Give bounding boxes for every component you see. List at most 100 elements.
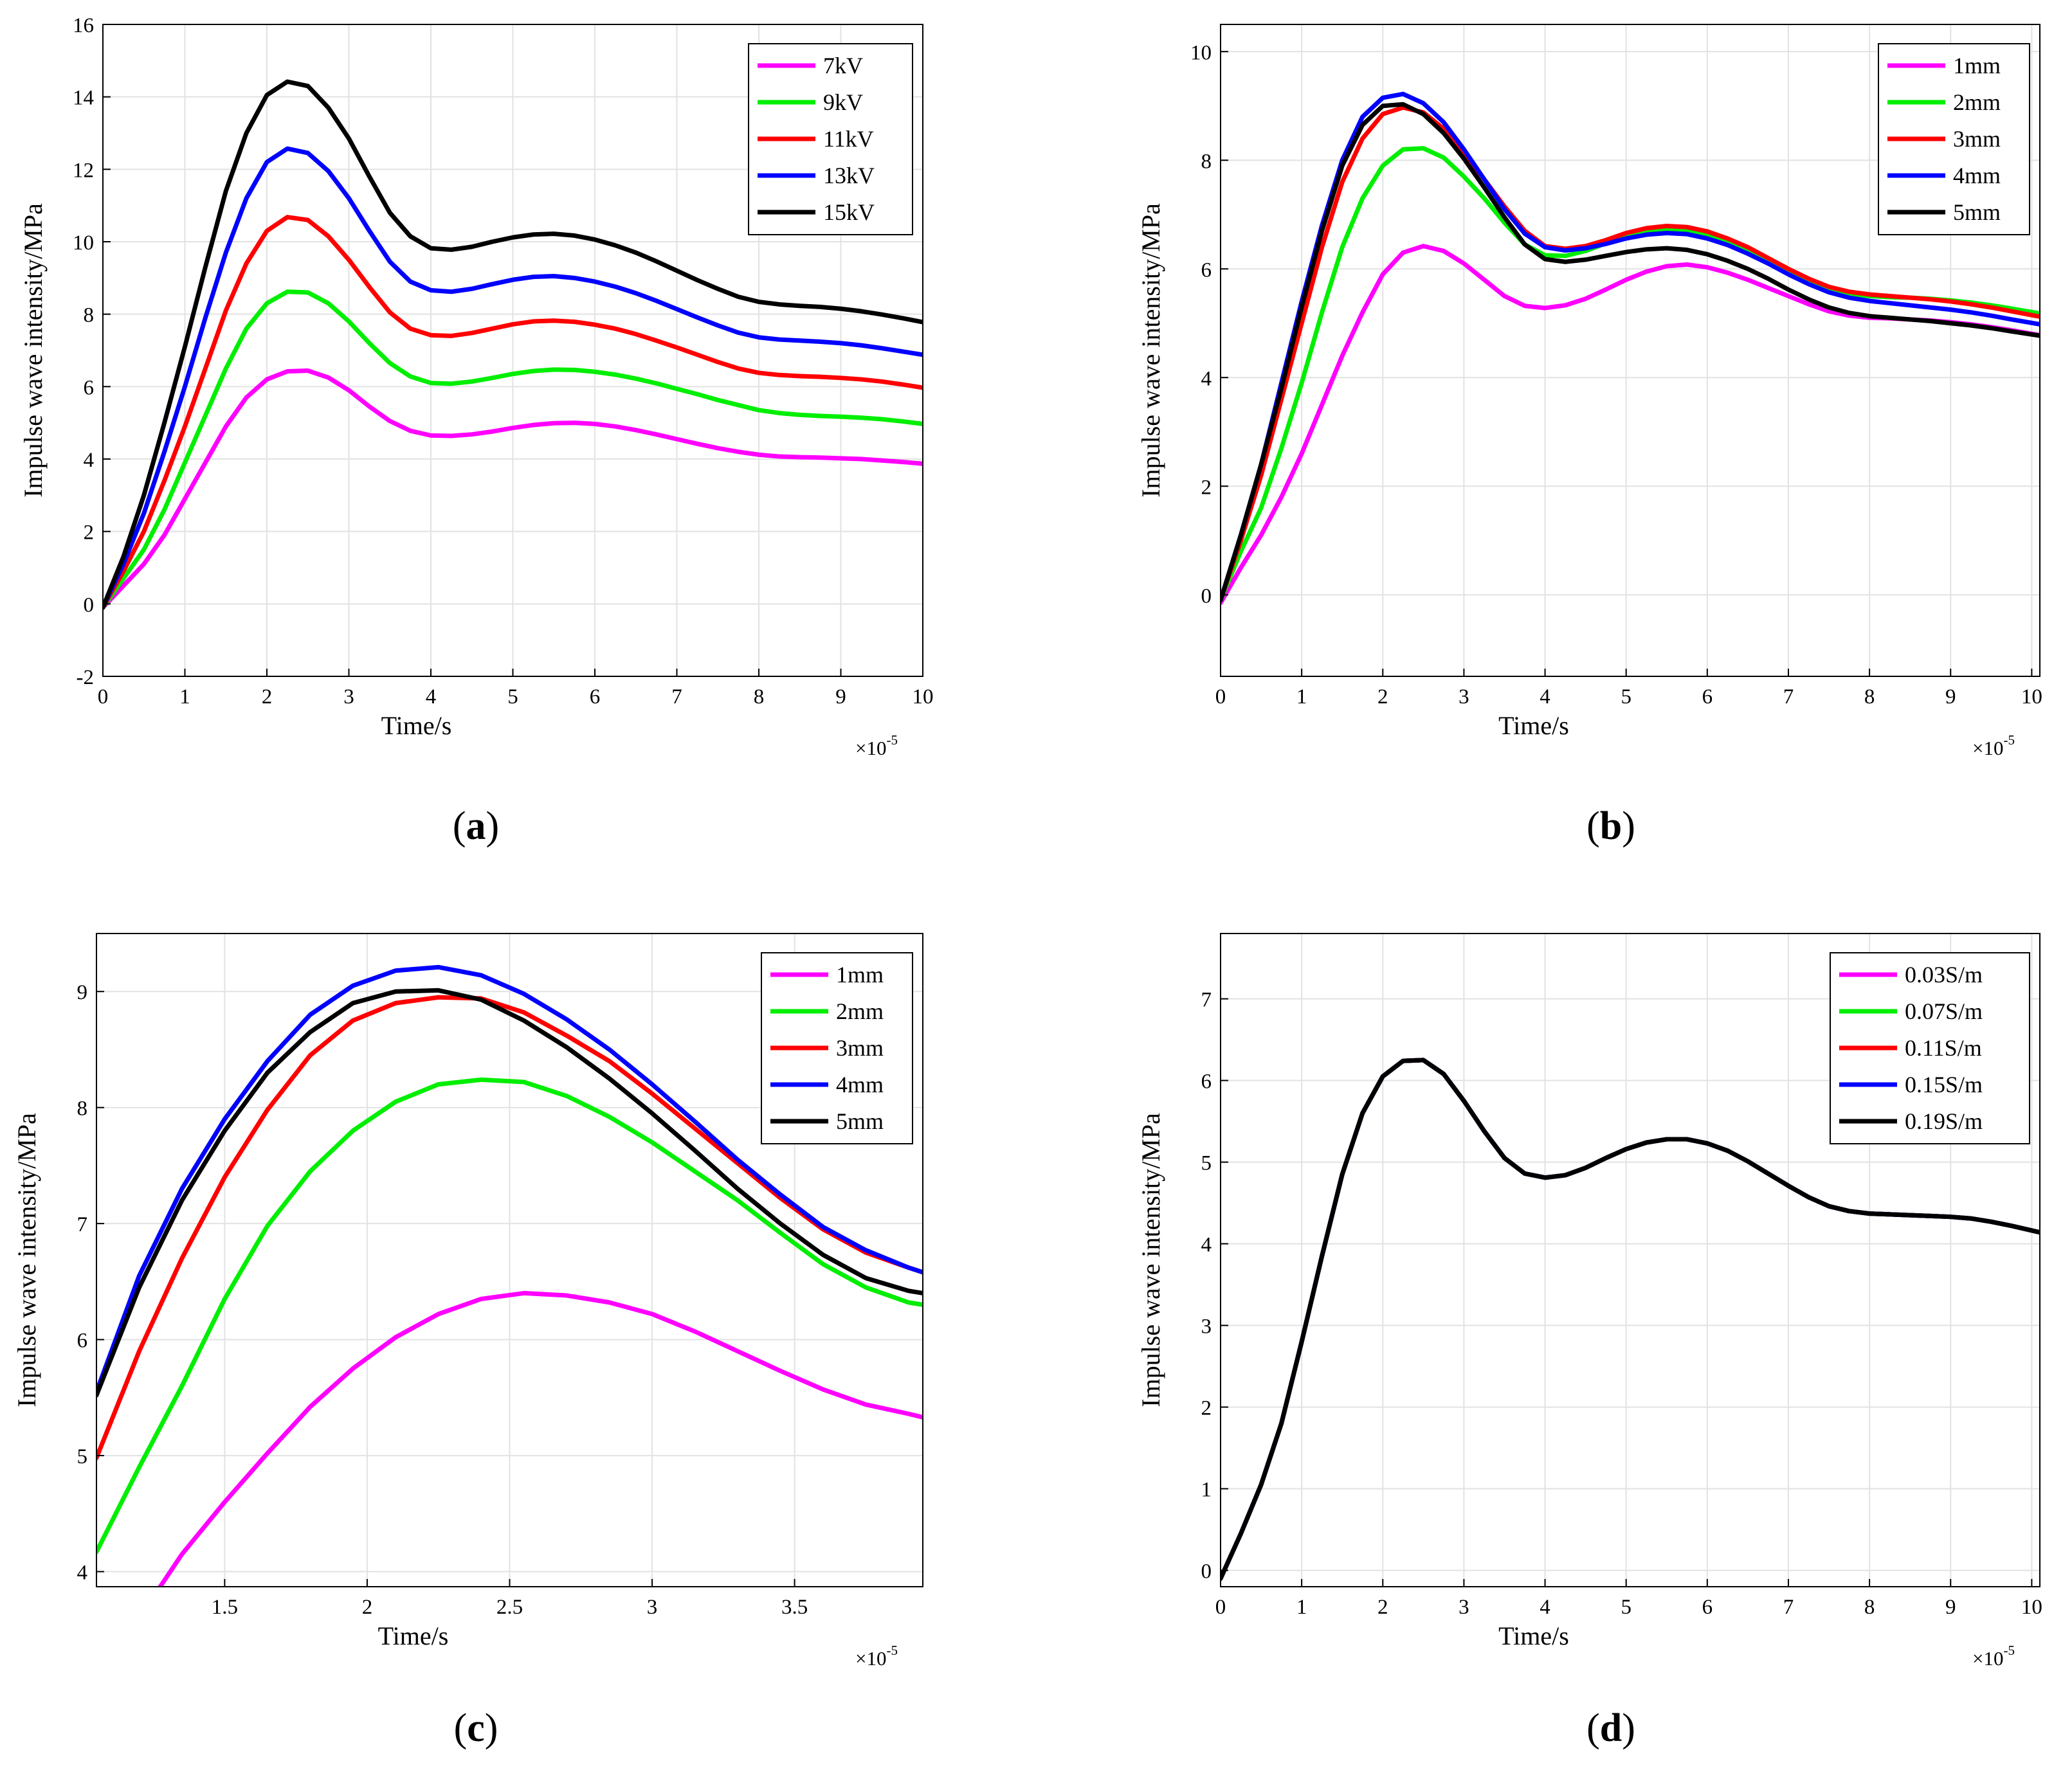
series-group [1221,91,2040,606]
caption-open-paren: ( [453,804,466,848]
y-tick-label: 6 [1201,258,1212,282]
x-exponent-base: ×10 [1972,737,2003,759]
x-tick-label: 1.5 [212,1596,238,1619]
caption-close-paren: ) [1622,804,1635,848]
y-tick-label: -2 [77,666,95,689]
x-tick-label: 1 [1296,1596,1307,1619]
y-tick-label: 3 [1201,1315,1212,1339]
y-tick-label: 12 [73,159,94,182]
x-tick-label: 8 [1864,1596,1875,1619]
legend-label: 5mm [1953,199,2001,225]
x-tick-label: 9 [1945,1596,1956,1619]
caption-open-paren: ( [1586,804,1600,848]
caption-close-paren: ) [486,804,500,848]
caption-letter: c [467,1706,485,1750]
legend-label: 1mm [836,962,884,988]
x-tick-label: 0 [1215,1596,1226,1619]
y-tick-label: 14 [73,87,94,110]
x-exponent-base: ×10 [1972,1647,2003,1670]
x-tick-label: 2 [262,685,273,708]
y-tick-label: 8 [1201,150,1212,173]
legend-label: 0.03S/m [1905,962,1983,988]
axes-box [1220,24,2040,677]
legend: 1mm 2mm 3mm 4mm 5mm [1878,43,2030,235]
y-tick-label: 2 [84,521,95,545]
panel-caption: (a) [453,804,499,848]
chart-panel-b: 0 1 2 3 4 5 6 7 8 9 10 0 2 4 6 8 10 Time/s Impulse wave in… [1136,24,2042,759]
series-line-5mm [1221,102,2040,603]
caption-letter: a [466,804,486,848]
chart-panel-d: 0 1 2 3 4 5 6 7 8 9 10 0 1 2 3 4 5 6 7 Time/s Impulse wave i… [1136,933,2042,1670]
x-tick-label: 7 [1783,685,1794,708]
y-tick-label: 7 [1201,989,1212,1012]
x-axis-label: Time/s [378,1621,449,1650]
series-line-9kV [103,289,923,610]
legend: 0.03S/m 0.07S/m 0.11S/m 0.15S/m 0.19S/m [1830,952,2030,1144]
axes-box [1220,933,2040,1587]
x-exponent: ×10-5 [1972,732,2015,759]
caption-close-paren: ) [1622,1706,1635,1750]
series-group [1221,1058,2040,1581]
caption-letter: b [1600,804,1622,848]
caption-open-paren: ( [1586,1706,1600,1750]
y-tick-label: 4 [84,449,95,472]
y-axis-label: Impulse wave intensity/MPa [1136,203,1165,498]
x-exponent: ×10-5 [1972,1643,2015,1670]
x-tick-label: 10 [2021,685,2042,708]
caption-close-paren: ) [485,1706,498,1750]
y-tick-label: 10 [1190,41,1212,64]
y-tick-label: 4 [77,1562,88,1585]
x-tick-label: 9 [835,685,846,708]
x-tick-label: 10 [2021,1596,2042,1619]
x-tick-label: 2 [1377,1596,1388,1619]
series-line-5mm [96,988,923,1398]
x-tick-label: 9 [1945,685,1956,708]
legend-label: 3mm [1953,126,2001,152]
x-tick-label: 8 [1864,685,1875,708]
x-axis-label: Time/s [381,711,452,740]
y-tick-label: 4 [1201,367,1212,390]
y-tick-label: 6 [1201,1070,1212,1094]
x-tick-label: 1 [179,685,190,708]
panel-caption: (b) [1586,804,1635,848]
x-tick-label: 3 [1459,1596,1469,1619]
x-axis-label: Time/s [1498,711,1569,740]
x-tick-label: 3 [647,1596,658,1619]
x-tick-label: 1 [1296,685,1307,708]
series-line-1mm [157,1290,923,1587]
x-tick-label: 7 [671,685,682,708]
x-tick-label: 2.5 [496,1596,523,1619]
x-tick-label: 6 [1702,1596,1713,1619]
x-tick-label: 4 [426,685,437,708]
series-line-15kV [103,79,923,610]
legend-label: 0.11S/m [1905,1035,1982,1061]
x-exponent-power: -5 [2003,732,2015,748]
x-tick-label: 8 [754,685,765,708]
legend-label: 4mm [836,1072,884,1097]
y-tick-label: 6 [77,1330,88,1353]
x-tick-label: 0 [1215,685,1226,708]
series-line-13kV [103,146,923,610]
series-line-4mm [1221,91,2040,603]
series-group [103,79,923,610]
legend: 7kV 9kV 11kV 13kV 15kV [748,43,913,235]
series-line-4mm [96,964,923,1394]
x-tick-label: 7 [1783,1596,1794,1619]
legend-label: 2mm [836,998,884,1024]
y-tick-label: 2 [1201,476,1212,499]
x-exponent-power: -5 [2003,1643,2015,1658]
x-axis-label: Time/s [1498,1621,1569,1650]
y-tick-label: 9 [77,981,88,1004]
caption-letter: d [1600,1706,1622,1750]
y-tick-label: 6 [84,376,95,399]
series-group [96,964,923,1587]
legend-label: 0.07S/m [1905,998,1983,1024]
legend-label: 0.19S/m [1905,1108,1983,1134]
y-tick-label: 0 [1201,584,1212,608]
legend-label: 2mm [1953,89,2001,115]
x-exponent: ×10-5 [855,732,898,759]
y-axis-label: Impulse wave intensity/MPa [19,203,48,498]
y-tick-label: 1 [1201,1479,1212,1502]
x-tick-label: 3 [1459,685,1469,708]
